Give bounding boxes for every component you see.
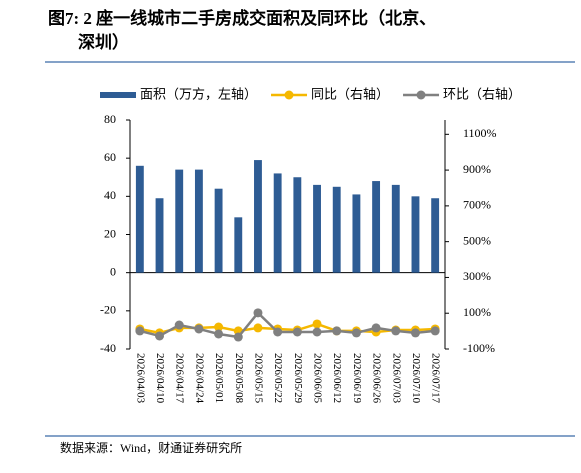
bar	[293, 177, 302, 273]
marker	[273, 327, 283, 337]
x-tick-label: 2026/04/24	[193, 353, 205, 404]
x-tick-label: 2026/05/08	[233, 353, 245, 404]
y2-tick-label: -100%	[463, 341, 495, 355]
marker	[253, 323, 263, 333]
legend-label: 面积（万方，左轴）	[140, 87, 257, 103]
bar	[431, 198, 440, 273]
x-tick-label: 2026/05/01	[213, 353, 225, 403]
x-tick-label: 2026/06/26	[371, 353, 383, 404]
marker	[233, 332, 243, 342]
x-tick-label: 2026/04/10	[154, 353, 166, 404]
x-tick-label: 2026/07/03	[390, 353, 402, 404]
y-tick-label: 80	[104, 112, 116, 126]
y2-tick-label: 700%	[463, 198, 491, 212]
marker	[410, 328, 420, 338]
y2-tick-label: 300%	[463, 269, 491, 283]
bar	[234, 217, 243, 273]
x-tick-label: 2026/04/17	[174, 353, 186, 404]
x-tick-label: 2026/06/05	[312, 353, 324, 404]
y-tick-label: -20	[100, 303, 116, 317]
bar	[372, 181, 381, 273]
marker	[214, 329, 224, 339]
bar	[273, 173, 282, 273]
y-tick-label: 60	[104, 150, 116, 164]
marker	[332, 326, 342, 336]
bar	[194, 169, 203, 273]
x-tick-label: 2026/06/19	[351, 353, 363, 404]
legend-swatch	[284, 90, 294, 100]
y-tick-label: -40	[100, 341, 116, 355]
marker	[371, 323, 381, 333]
marker	[312, 327, 322, 337]
legend-label: 同比（右轴）	[311, 88, 389, 103]
y2-tick-label: 900%	[463, 162, 491, 176]
bar	[175, 169, 184, 273]
y-tick-label: 40	[104, 188, 116, 202]
x-tick-label: 2026/05/29	[292, 353, 304, 404]
y2-tick-label: 500%	[463, 233, 491, 247]
bar	[313, 184, 321, 273]
y2-tick-label: 100%	[463, 305, 491, 319]
bar	[254, 160, 262, 273]
legend-swatch	[416, 90, 426, 100]
marker	[430, 326, 440, 336]
marker	[391, 326, 401, 336]
marker	[194, 324, 204, 334]
x-tick-label: 2026/07/10	[410, 353, 422, 404]
y-tick-label: 20	[104, 226, 116, 240]
marker	[312, 319, 322, 329]
bar	[155, 198, 164, 273]
bar	[391, 184, 400, 273]
source: 数据来源：Wind，财通证券研究所	[60, 440, 242, 455]
legend-swatch	[100, 92, 136, 98]
x-tick-label: 2026/05/15	[252, 353, 264, 404]
marker	[155, 331, 165, 341]
y-tick-label: 0	[110, 264, 116, 278]
marker	[174, 320, 184, 330]
marker	[351, 328, 361, 338]
y2-tick-label: 1100%	[463, 126, 497, 140]
marker	[135, 326, 145, 336]
x-tick-label: 2026/07/17	[430, 353, 442, 404]
bar	[352, 194, 361, 273]
bar	[214, 188, 223, 273]
bar	[411, 196, 420, 273]
bar	[332, 186, 341, 273]
marker	[253, 308, 263, 318]
title: 图7: 2 座一线城市二手房成交面积及同环比（北京、深圳）	[48, 8, 436, 52]
legend-label: 环比（右轴）	[443, 88, 521, 103]
line	[139, 311, 436, 339]
bar	[135, 165, 144, 273]
x-tick-label: 2026/06/12	[331, 353, 343, 403]
x-tick-label: 2026/05/22	[272, 353, 284, 403]
marker	[292, 327, 302, 337]
x-tick-label: 2026/04/03	[134, 353, 146, 404]
marker	[214, 322, 224, 332]
